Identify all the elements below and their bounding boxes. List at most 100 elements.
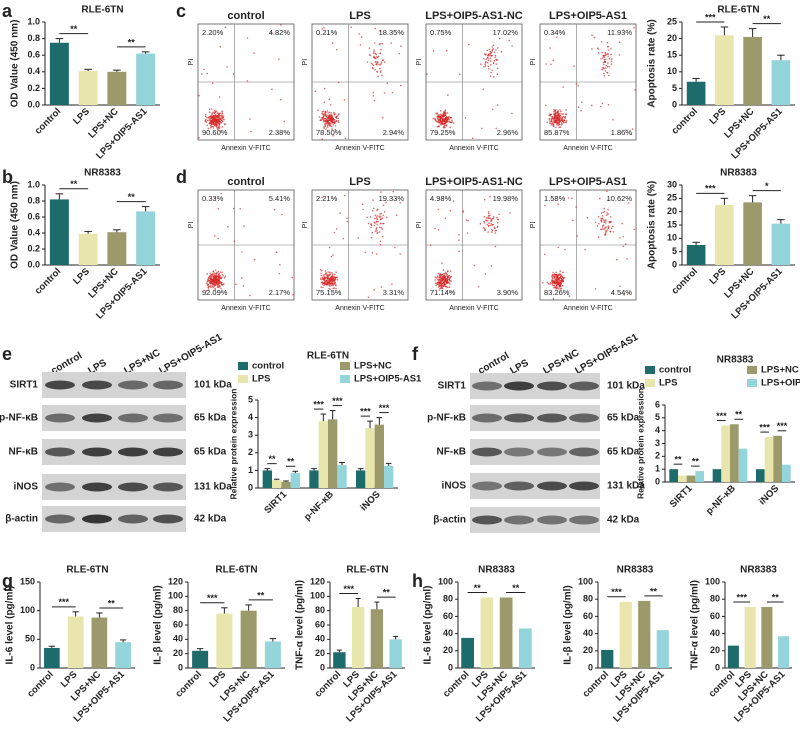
event-dot xyxy=(337,120,340,122)
x-tick-label: LPS xyxy=(707,266,728,287)
event-dot xyxy=(609,216,612,218)
event-dot xyxy=(280,98,282,101)
event-dot xyxy=(328,98,331,101)
event-dot xyxy=(488,212,490,215)
event-dot xyxy=(543,253,546,256)
event-dot xyxy=(242,285,245,287)
event-dot xyxy=(559,270,562,272)
event-dot xyxy=(384,61,386,63)
y-tick-label: 30 xyxy=(667,179,677,189)
event-dot xyxy=(374,52,377,55)
flow-title: LPS+OIP5-AS1 xyxy=(549,176,627,188)
event-dot xyxy=(439,281,442,284)
event-dot xyxy=(607,46,609,48)
event-dot xyxy=(603,72,605,75)
flow-x-label: Annexin V-FITC xyxy=(335,145,384,152)
y-tick-label: 0 xyxy=(248,482,253,492)
event-dot xyxy=(218,114,220,116)
event-dot xyxy=(377,220,379,223)
event-dot xyxy=(447,276,449,279)
event-dot xyxy=(487,53,490,56)
event-dot xyxy=(634,89,636,91)
event-dot xyxy=(599,197,601,200)
event-dot xyxy=(334,122,336,124)
event-dot xyxy=(477,285,480,288)
event-dot xyxy=(212,277,215,280)
event-dot xyxy=(483,58,485,60)
x-tick-label: control xyxy=(173,669,204,700)
bar xyxy=(262,470,272,488)
y-tick-label: 0 xyxy=(672,259,677,269)
event-dot xyxy=(381,228,384,230)
bar xyxy=(136,53,156,105)
event-dot xyxy=(390,42,392,44)
quadrant-percent: 90.60% xyxy=(202,128,228,137)
event-dot xyxy=(330,112,333,114)
event-dot xyxy=(319,268,322,271)
event-dot xyxy=(450,290,453,293)
event-dot xyxy=(335,115,338,118)
event-dot xyxy=(376,216,378,219)
significance-label: ** xyxy=(268,454,276,464)
event-dot xyxy=(380,223,382,225)
event-dot xyxy=(250,130,252,133)
legend-label: LPS+OIP5-AS1 xyxy=(761,378,800,389)
y-tick-label: 0.2 xyxy=(27,243,40,253)
event-dot xyxy=(210,126,212,129)
event-dot xyxy=(325,128,327,130)
event-dot xyxy=(558,121,561,124)
event-dot xyxy=(497,218,500,221)
event-dot xyxy=(375,53,378,56)
event-dot xyxy=(335,288,337,290)
event-dot xyxy=(391,91,394,94)
event-dot xyxy=(380,286,383,288)
chart-title: NR8383 xyxy=(84,168,121,179)
event-dot xyxy=(556,281,559,283)
event-dot xyxy=(212,286,215,289)
event-dot xyxy=(449,117,452,119)
event-dot xyxy=(372,91,374,94)
event-dot xyxy=(602,211,605,214)
event-dot xyxy=(385,216,388,219)
event-dot xyxy=(216,280,218,283)
event-dot xyxy=(437,125,440,128)
quadrant-percent: 75.15% xyxy=(316,288,342,297)
event-dot xyxy=(490,222,492,225)
event-dot xyxy=(561,279,564,282)
bar xyxy=(601,649,614,668)
flow-x-label: Annexin V-FITC xyxy=(221,305,270,312)
event-dot xyxy=(492,223,494,226)
event-dot xyxy=(217,126,220,128)
event-dot xyxy=(383,211,386,213)
y-tick-label: 0.4 xyxy=(27,66,40,76)
event-dot xyxy=(213,279,216,282)
event-dot xyxy=(232,73,235,75)
flow-title: control xyxy=(227,176,264,188)
event-dot xyxy=(429,244,432,246)
event-dot xyxy=(612,225,614,228)
event-dot xyxy=(489,75,492,77)
event-dot xyxy=(607,199,609,201)
event-dot xyxy=(484,63,486,66)
size-label: 65 kDa xyxy=(194,413,227,424)
event-dot xyxy=(212,82,214,84)
event-dot xyxy=(328,246,331,249)
x-tick-label: control xyxy=(707,669,738,700)
event-dot xyxy=(219,112,222,115)
event-dot xyxy=(279,264,281,266)
event-dot xyxy=(336,278,339,281)
event-dot xyxy=(558,118,560,120)
blot-band xyxy=(153,447,183,457)
bar xyxy=(107,232,127,265)
event-dot xyxy=(544,204,546,207)
event-dot xyxy=(326,283,329,286)
event-dot xyxy=(449,270,452,272)
event-dot xyxy=(386,82,389,84)
event-dot xyxy=(559,109,561,111)
event-dot xyxy=(493,59,496,62)
flow-x-label: Annexin V-FITC xyxy=(563,145,612,152)
event-dot xyxy=(335,271,337,274)
event-dot xyxy=(375,253,378,255)
event-dot xyxy=(490,219,493,222)
event-dot xyxy=(449,280,451,282)
